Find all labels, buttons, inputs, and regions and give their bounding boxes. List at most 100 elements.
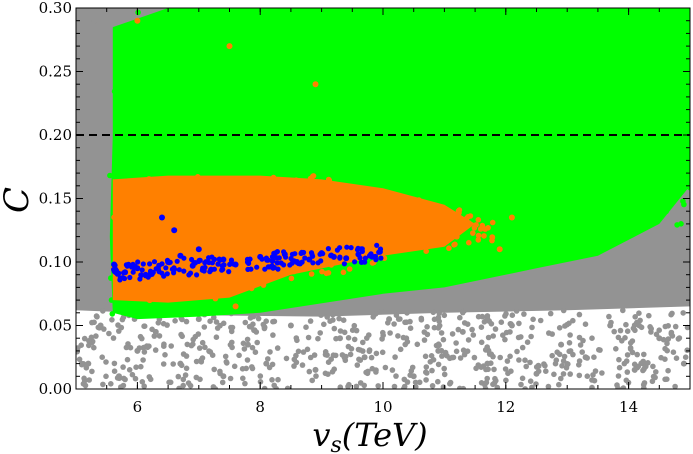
- green-point: [647, 161, 654, 168]
- gray-point: [649, 378, 656, 385]
- green-point: [208, 95, 214, 102]
- gray-point: [86, 338, 92, 344]
- green-point: [379, 93, 386, 99]
- green-point: [323, 27, 329, 34]
- green-point: [575, 210, 581, 216]
- green-point: [510, 62, 517, 68]
- green-point: [587, 14, 594, 21]
- gray-point: [670, 349, 677, 356]
- gray-point: [429, 367, 435, 374]
- gray-point: [484, 315, 491, 322]
- blue-point: [289, 251, 295, 257]
- gray-point: [617, 327, 624, 334]
- orange-point: [146, 176, 152, 182]
- gray-point: [287, 322, 294, 329]
- green-point: [406, 8, 413, 12]
- orange-point: [294, 208, 300, 215]
- gray-point: [535, 363, 542, 370]
- orange-point: [342, 230, 349, 237]
- gray-point: [528, 333, 534, 340]
- gray-point: [380, 332, 387, 339]
- gray-point: [183, 365, 190, 372]
- gray-point: [516, 320, 522, 327]
- green-point: [180, 77, 187, 83]
- green-point: [125, 88, 132, 94]
- green-point: [146, 170, 153, 177]
- gray-point: [294, 337, 300, 344]
- gray-point: [275, 376, 281, 383]
- gray-point: [485, 366, 491, 373]
- green-point: [517, 180, 523, 187]
- gray-point: [110, 335, 117, 341]
- orange-point: [156, 185, 162, 192]
- blue-point: [135, 259, 141, 265]
- green-point: [594, 233, 601, 240]
- blue-point: [325, 246, 331, 252]
- blue-point: [134, 265, 141, 272]
- green-point: [472, 259, 479, 265]
- gray-point: [345, 343, 352, 350]
- green-point: [676, 158, 683, 165]
- gray-point: [368, 354, 375, 361]
- green-point: [565, 44, 572, 50]
- gray-point: [332, 352, 339, 359]
- green-point: [265, 157, 272, 163]
- orange-point: [463, 222, 469, 229]
- green-point: [431, 126, 438, 132]
- gray-point: [565, 361, 571, 367]
- gray-point: [507, 329, 513, 335]
- gray-point: [589, 384, 595, 389]
- gray-point: [180, 376, 187, 383]
- gray-point: [469, 326, 475, 333]
- green-point: [678, 52, 684, 58]
- gray-point: [347, 351, 354, 358]
- gray-point: [519, 344, 526, 351]
- orange-point: [453, 211, 459, 218]
- orange-point: [411, 205, 417, 211]
- gray-point: [529, 324, 535, 331]
- gray-point: [166, 379, 172, 386]
- green-point: [366, 171, 372, 177]
- green-point: [533, 240, 539, 246]
- green-point: [516, 169, 522, 175]
- orange-point: [159, 224, 166, 230]
- green-point: [125, 93, 132, 99]
- orange-point: [368, 227, 375, 233]
- gray-point: [439, 353, 445, 359]
- gray-point: [436, 342, 442, 349]
- gray-point: [183, 318, 190, 325]
- gray-point: [668, 329, 675, 336]
- gray-point: [533, 381, 539, 387]
- green-point: [419, 150, 426, 157]
- green-point: [524, 49, 530, 56]
- green-point: [496, 156, 503, 162]
- green-point: [174, 79, 180, 86]
- blue-point: [355, 251, 362, 258]
- green-point: [184, 121, 191, 128]
- blue-point: [270, 265, 276, 271]
- green-point: [605, 20, 612, 27]
- green-point: [143, 307, 150, 313]
- gray-point: [684, 324, 690, 331]
- green-point: [543, 161, 549, 168]
- gray-point: [497, 354, 504, 361]
- green-point: [519, 195, 525, 201]
- gray-point: [488, 321, 495, 327]
- gray-point: [589, 377, 595, 383]
- green-point: [392, 95, 399, 102]
- green-point: [395, 104, 402, 111]
- orange-point: [453, 233, 460, 240]
- gray-point: [576, 372, 583, 379]
- orange-point: [212, 295, 219, 302]
- green-point: [270, 143, 276, 149]
- gray-point: [646, 312, 652, 319]
- green-point: [559, 231, 566, 238]
- green-point: [131, 69, 138, 76]
- green-point: [630, 51, 637, 58]
- gray-point: [220, 320, 227, 327]
- green-point: [658, 43, 665, 50]
- green-point: [652, 114, 659, 120]
- orange-point: [228, 184, 234, 191]
- x-tick-labels: 6 8 10 12 14: [133, 398, 639, 416]
- gray-point: [209, 352, 216, 359]
